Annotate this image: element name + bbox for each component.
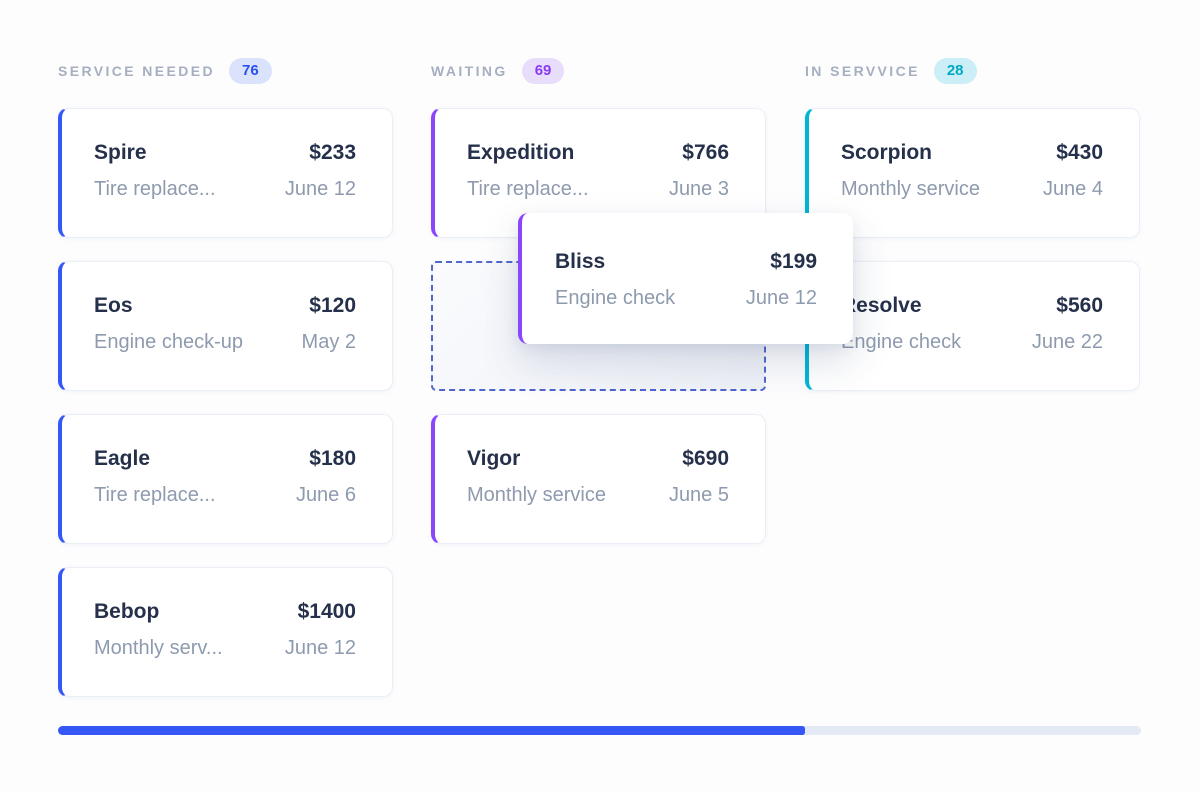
horizontal-scrollbar-thumb[interactable] [58,726,806,735]
vehicle-name: Bebop [94,600,160,623]
card-title-row: Bliss $199 [555,250,817,274]
service-type: Engine check-up [94,331,243,353]
service-type: Monthly serv... [94,637,223,659]
vehicle-name: Expedition [467,141,575,164]
price: $560 [1056,294,1103,317]
card-detail-row: Engine check-up May 2 [94,331,356,354]
column-waiting: WAITING 69 Expedition $766 Tire replace.… [431,58,766,567]
due-date: June 6 [295,484,356,506]
column-header-in-servvice: IN SERVVICE 28 [805,58,1140,84]
card-scorpion[interactable]: Scorpion $430 Monthly service June 4 [805,108,1140,238]
service-type: Monthly service [841,178,980,200]
count-badge: 28 [933,58,977,84]
count-badge: 69 [521,58,565,84]
column-header-service-needed: SERVICE NEEDED 76 [58,58,393,84]
card-eagle[interactable]: Eagle $180 Tire replace... June 6 [58,414,393,544]
service-type: Engine check [555,287,676,309]
card-bliss-dragging[interactable]: Bliss $199 Engine check June 12 [518,213,853,344]
card-detail-row: Tire replace... June 3 [467,178,729,201]
card-detail-row: Tire replace... June 6 [94,484,356,507]
price: $233 [309,141,356,164]
vehicle-name: Scorpion [841,141,933,164]
column-title: WAITING [431,63,508,79]
due-date: June 12 [284,178,356,200]
column-title: SERVICE NEEDED [58,63,216,79]
card-detail-row: Tire replace... June 12 [94,178,356,201]
price: $430 [1056,141,1103,164]
price: $690 [682,447,729,470]
price: $180 [309,447,356,470]
vehicle-name: Vigor [467,447,521,470]
service-type: Monthly service [467,484,606,506]
vehicle-name: Eagle [94,447,151,470]
price: $766 [682,141,729,164]
due-date: June 3 [668,178,729,200]
card-detail-row: Engine check June 22 [841,331,1103,354]
card-eos[interactable]: Eos $120 Engine check-up May 2 [58,261,393,391]
card-title-row: Eagle $180 [94,447,356,471]
due-date: June 12 [284,637,356,659]
horizontal-scrollbar-track[interactable] [58,726,1141,735]
due-date: June 12 [745,287,817,309]
card-title-row: Eos $120 [94,294,356,318]
price: $1400 [297,600,356,623]
due-date: June 22 [1031,331,1103,353]
card-bebop[interactable]: Bebop $1400 Monthly serv... June 12 [58,567,393,697]
card-detail-row: Monthly service June 5 [467,484,729,507]
card-title-row: Spire $233 [94,141,356,165]
card-vigor[interactable]: Vigor $690 Monthly service June 5 [431,414,766,544]
price: $199 [770,250,817,273]
card-title-row: Expedition $766 [467,141,729,165]
count-badge: 76 [229,58,272,84]
column-header-waiting: WAITING 69 [431,58,766,84]
card-title-row: Vigor $690 [467,447,729,471]
vehicle-name: Eos [94,294,133,317]
card-detail-row: Monthly serv... June 12 [94,637,356,660]
card-title-row: Bebop $1400 [94,600,356,624]
vehicle-name: Spire [94,141,147,164]
card-title-row: Resolve $560 [841,294,1103,318]
price: $120 [309,294,356,317]
card-title-row: Scorpion $430 [841,141,1103,165]
column-title: IN SERVVICE [805,63,920,79]
card-resolve[interactable]: Resolve $560 Engine check June 22 [805,261,1140,391]
vehicle-name: Bliss [555,250,606,273]
due-date: May 2 [301,331,356,353]
card-detail-row: Monthly service June 4 [841,178,1103,201]
service-type: Engine check [841,331,962,353]
column-in-servvice: IN SERVVICE 28 Scorpion $430 Monthly ser… [805,58,1140,414]
due-date: June 5 [668,484,729,506]
card-detail-row: Engine check June 12 [555,287,817,310]
due-date: June 4 [1042,178,1103,200]
service-type: Tire replace... [467,178,589,200]
card-spire[interactable]: Spire $233 Tire replace... June 12 [58,108,393,238]
service-type: Tire replace... [94,484,216,506]
column-service-needed: SERVICE NEEDED 76 Spire $233 Tire replac… [58,58,393,720]
vehicle-name: Resolve [841,294,922,317]
service-type: Tire replace... [94,178,216,200]
